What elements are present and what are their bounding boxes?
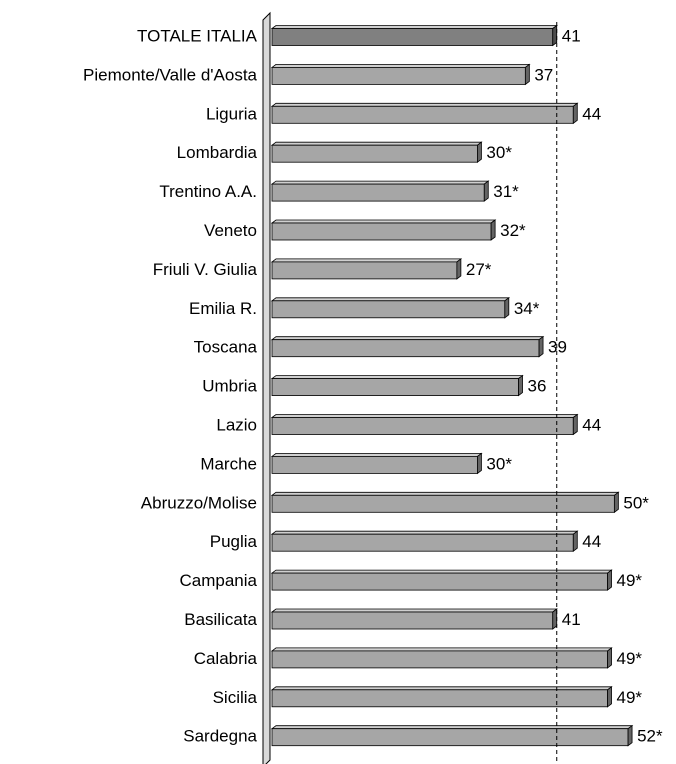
category-label: Veneto xyxy=(204,221,257,240)
bar xyxy=(271,417,574,435)
value-label: 50* xyxy=(623,493,649,512)
value-label: 27* xyxy=(466,260,492,279)
bar-top xyxy=(270,491,620,496)
bar-side xyxy=(613,491,619,514)
bar-side xyxy=(607,685,612,708)
bar-side xyxy=(518,374,523,397)
bar-side xyxy=(607,647,612,669)
category-label: Marche xyxy=(200,454,257,473)
category-label: Puglia xyxy=(210,532,258,551)
category-label: Campania xyxy=(180,571,258,590)
bar-top xyxy=(270,219,497,224)
value-label: 30* xyxy=(486,454,512,473)
bar-side xyxy=(524,63,530,86)
bar xyxy=(271,261,458,280)
bar xyxy=(271,728,629,747)
axis-wall xyxy=(262,11,271,764)
value-label: 36 xyxy=(528,377,547,396)
category-label: Sardegna xyxy=(183,727,257,746)
bar xyxy=(271,378,519,397)
bar-top xyxy=(270,25,558,29)
bar-top xyxy=(270,297,511,302)
bar-top xyxy=(270,725,634,730)
value-label: 39 xyxy=(548,338,567,357)
value-label: 44 xyxy=(582,415,601,434)
value-label: 44 xyxy=(582,104,601,123)
category-label: Umbria xyxy=(202,377,257,396)
category-label: Lazio xyxy=(216,415,257,434)
category-label: Sicilia xyxy=(213,688,258,707)
bar-side xyxy=(504,296,510,319)
bar-side xyxy=(607,569,612,591)
category-label: Lombardia xyxy=(177,143,258,162)
bar-side xyxy=(490,219,496,241)
category-label: Abruzzo/Molise xyxy=(141,493,257,512)
bar-top xyxy=(270,608,558,613)
bar-side xyxy=(477,141,482,163)
bar-side xyxy=(552,24,558,47)
bar-side xyxy=(572,102,578,125)
bar-top xyxy=(270,102,579,107)
bar xyxy=(271,183,485,202)
category-label: Trentino A.A. xyxy=(159,182,257,201)
bar-side xyxy=(552,608,558,630)
bar xyxy=(271,494,615,513)
category-label: Piemonte/Valle d'Aosta xyxy=(83,65,258,84)
category-label: Liguria xyxy=(206,104,258,123)
category-label: Emilia R. xyxy=(189,299,257,318)
bar-top xyxy=(270,180,490,185)
bar xyxy=(271,455,478,474)
value-label: 30* xyxy=(486,143,512,162)
bar xyxy=(271,533,574,552)
bar-side xyxy=(572,530,578,553)
category-label: Basilicata xyxy=(184,610,257,629)
value-label: 32* xyxy=(500,221,526,240)
bar xyxy=(271,300,506,319)
bar-top xyxy=(270,530,579,535)
bar xyxy=(271,28,554,46)
value-label: 49* xyxy=(617,571,643,590)
bar xyxy=(271,339,540,358)
bar-top xyxy=(270,686,613,691)
value-label: 49* xyxy=(617,649,643,668)
bar xyxy=(271,144,478,163)
value-label: 49* xyxy=(617,688,643,707)
bar-top xyxy=(270,141,483,146)
bar-side xyxy=(483,180,489,202)
value-label: 37 xyxy=(534,65,553,84)
bar-side xyxy=(477,452,482,475)
bar xyxy=(271,611,554,630)
value-label: 41 xyxy=(562,26,581,45)
value-label: 44 xyxy=(582,532,601,551)
bar xyxy=(271,67,526,85)
bar-side xyxy=(538,335,544,358)
category-label: Toscana xyxy=(194,338,258,357)
bar-side xyxy=(572,413,578,436)
bar-side xyxy=(627,724,633,747)
value-label: 41 xyxy=(562,610,581,629)
bar-top xyxy=(270,375,524,380)
category-label: Friuli V. Giulia xyxy=(153,260,258,279)
bar-top xyxy=(270,64,531,68)
bar-top xyxy=(270,647,613,652)
bar-top xyxy=(270,336,545,341)
bar xyxy=(271,105,574,124)
value-label: 52* xyxy=(637,727,663,746)
category-label: Calabria xyxy=(194,649,258,668)
bar-top xyxy=(270,414,579,418)
bar-top xyxy=(270,258,463,263)
value-label: 31* xyxy=(493,182,519,201)
category-label: TOTALE ITALIA xyxy=(137,26,258,45)
bar-side xyxy=(456,258,462,280)
bar xyxy=(271,222,492,241)
bar-top xyxy=(270,452,483,457)
bar-top xyxy=(270,569,613,574)
value-label: 34* xyxy=(514,299,540,318)
